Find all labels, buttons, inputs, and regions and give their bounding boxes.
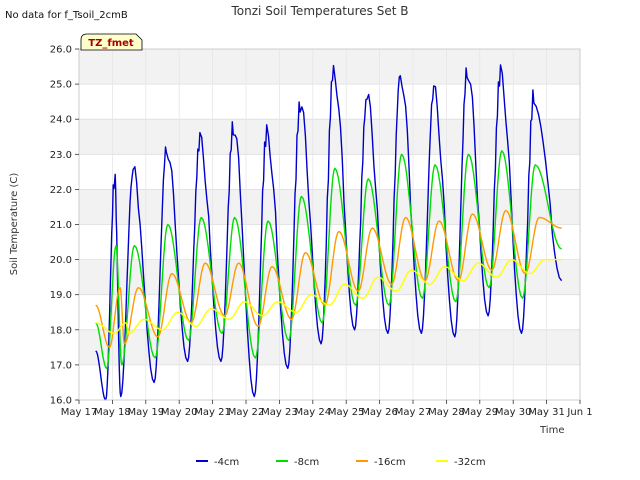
y-axis-ticks: 16.0 17.0 18.0 19.0 20.0 21.0 22.0 23.0 24.0 25.0… [50, 45, 79, 407]
y-axis-title: Soil Temperature (C) [9, 173, 20, 276]
series-line-minus-32cm [95, 258, 562, 334]
background-band [79, 329, 580, 365]
y-tick-label: 26.0 [50, 45, 72, 56]
legend-label: -8cm [294, 457, 319, 468]
y-tick-label: 24.0 [50, 115, 72, 126]
series-line-minus-4cm [95, 64, 563, 401]
background-band [79, 84, 580, 120]
x-tick-label: May 22 [228, 407, 265, 418]
y-tick-label: 25.0 [50, 80, 72, 91]
y-tick-label: 21.0 [50, 220, 72, 231]
badge-label: TZ_fmet [88, 38, 134, 49]
series-line-minus-8cm [95, 150, 562, 370]
y-tick-label: 16.0 [50, 396, 72, 407]
tz-fmet-badge: TZ_fmet [80, 33, 143, 51]
background-band [79, 364, 580, 400]
y-tick-label: 18.0 [50, 325, 72, 336]
x-tick-label: May 28 [428, 407, 465, 418]
legend-label: -32cm [454, 457, 486, 468]
x-tick-label: May 25 [328, 407, 365, 418]
chart-title: Tonzi Soil Temperatures Set B [231, 4, 409, 18]
y-tick-label: 22.0 [50, 185, 72, 196]
x-tick-label: May 27 [395, 407, 432, 418]
x-tick-label: May 21 [194, 407, 231, 418]
background-band [79, 49, 580, 85]
y-tick-label: 17.0 [50, 360, 72, 371]
x-tick-label: May 19 [128, 407, 165, 418]
series-layer [95, 64, 563, 401]
x-tick-label: May 31 [528, 407, 565, 418]
legend-label: -16cm [374, 457, 406, 468]
y-tick-label: 20.0 [50, 255, 72, 266]
x-tick-label: May 18 [94, 407, 131, 418]
x-tick-label: May 30 [495, 407, 532, 418]
no-data-note: No data for f_Tsoil_2cmB [5, 10, 128, 21]
x-tick-label: May 20 [161, 407, 198, 418]
x-tick-label: Jun 1 [566, 407, 592, 418]
x-tick-label: May 29 [462, 407, 499, 418]
x-tick-label: May 17 [61, 407, 98, 418]
legend: -4cm -8cm -16cm -32cm [196, 457, 486, 468]
x-tick-label: May 23 [261, 407, 298, 418]
y-tick-label: 19.0 [50, 290, 72, 301]
x-tick-label: May 24 [295, 407, 332, 418]
y-tick-label: 23.0 [50, 150, 72, 161]
x-tick-label: May 26 [361, 407, 398, 418]
x-axis-title: Time [539, 425, 564, 436]
legend-label: -4cm [214, 457, 239, 468]
series-line-minus-16cm [95, 209, 562, 349]
